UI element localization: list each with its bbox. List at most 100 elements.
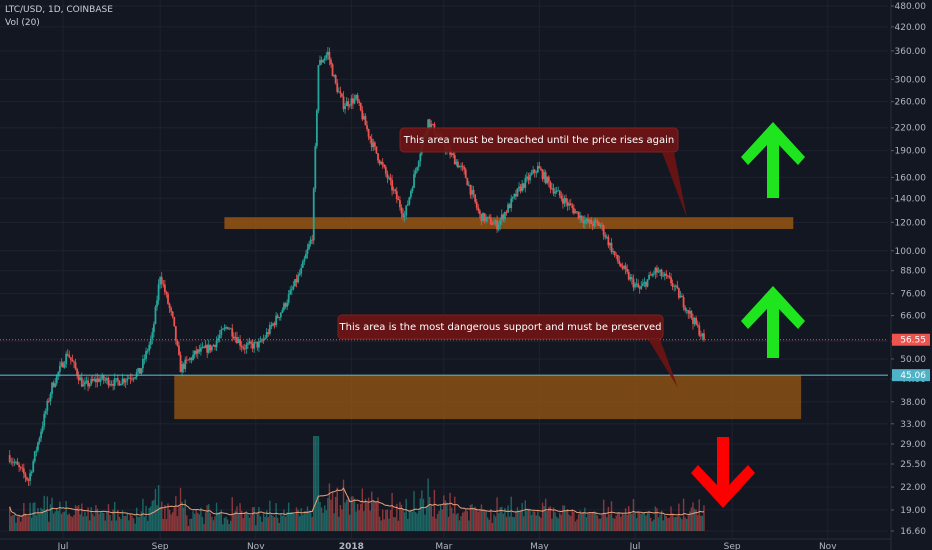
volume-bar: [375, 501, 378, 531]
callouts: This area must be breached until the pri…: [337, 127, 687, 388]
volume-bar: [287, 502, 290, 531]
candle-body: [137, 368, 140, 372]
volume-bar: [145, 505, 147, 531]
volume-bar: [651, 521, 653, 531]
volume-bar: [430, 505, 432, 531]
volume-bar: [432, 516, 434, 531]
candle-body: [621, 266, 624, 269]
volume-bar: [562, 505, 564, 531]
volume-bar: [106, 512, 108, 531]
candle-body: [419, 153, 422, 162]
annotation-box[interactable]: [337, 314, 664, 340]
volume-bar: [640, 513, 642, 531]
volume-bar: [449, 492, 451, 531]
candle-body: [508, 204, 511, 209]
candle-body: [254, 341, 257, 343]
volume-bar: [84, 511, 86, 531]
up-arrow-icon: [741, 122, 805, 198]
candle-body: [646, 279, 649, 287]
volume-bar: [587, 513, 589, 531]
candle-body: [690, 311, 693, 318]
candle-body: [348, 105, 351, 107]
candle-body: [513, 194, 516, 197]
candle-body: [80, 377, 83, 387]
candle-body: [583, 220, 586, 224]
candle-body: [698, 325, 701, 336]
volume-bar: [692, 502, 694, 531]
candle-body: [171, 311, 174, 317]
volume-bar: [444, 500, 447, 531]
volume-bar: [446, 502, 448, 531]
volume-bar: [150, 506, 152, 531]
volume-bar: [646, 512, 649, 531]
candle-body: [46, 400, 49, 412]
price-tick-label: 100.00: [895, 247, 927, 257]
candle-body: [701, 333, 704, 337]
candle-body: [580, 215, 583, 221]
candle-body: [619, 263, 622, 267]
volume-bar: [690, 507, 693, 531]
candle-body: [413, 173, 415, 188]
candle-body: [295, 279, 298, 283]
volume-bar: [538, 516, 541, 531]
candle-body: [68, 355, 71, 358]
volume-bar: [421, 490, 423, 531]
volume-bar: [502, 513, 505, 531]
volume-bar: [338, 516, 340, 531]
volume-bar: [345, 499, 348, 531]
volume-bar: [251, 507, 254, 531]
volume-bar: [402, 509, 404, 531]
candle-body: [77, 375, 80, 381]
annotation-box[interactable]: [399, 127, 679, 153]
volume-bar: [272, 515, 274, 531]
price-tick-label: 190.00: [895, 147, 927, 157]
support-zone: [174, 375, 802, 420]
candle-body: [113, 378, 116, 386]
candle-body: [99, 379, 102, 382]
volume-bar: [501, 506, 503, 531]
volume-bar: [632, 498, 635, 531]
volume-bar: [236, 506, 238, 531]
volume-bar: [396, 503, 398, 531]
volume-bar: [240, 510, 243, 531]
candle-body: [560, 195, 563, 199]
candle-body: [660, 269, 663, 277]
volume-bar: [319, 501, 321, 531]
candle-body: [32, 461, 35, 472]
candle-body: [609, 242, 611, 246]
candle-body: [616, 254, 619, 262]
volume-bar: [229, 520, 232, 531]
candle-body: [63, 364, 66, 368]
candle-body: [215, 340, 218, 347]
volume-bar: [363, 511, 365, 531]
candle-body: [679, 295, 682, 298]
candle-body: [84, 381, 86, 385]
candle-body: [493, 222, 495, 225]
candle-body: [519, 186, 522, 192]
candle-body: [565, 198, 567, 202]
candle-body: [259, 340, 262, 342]
volume-bar: [316, 436, 318, 531]
candle-body: [270, 324, 273, 326]
volume-bar: [187, 526, 190, 531]
volume-bar: [388, 518, 390, 531]
candle-body: [511, 196, 514, 199]
volume-bar: [476, 508, 478, 531]
candle-body: [507, 204, 509, 213]
candle-body: [383, 164, 386, 168]
volume-bar: [129, 514, 132, 531]
time-tick-label: Jul: [57, 542, 69, 550]
volume-bar: [579, 510, 581, 531]
candle-body: [90, 378, 93, 385]
volume-bar: [581, 513, 583, 531]
candle-body: [292, 286, 295, 290]
price-tick-label: 420.00: [895, 23, 927, 33]
volume-bar: [535, 515, 537, 531]
volume-bar: [52, 513, 55, 531]
candle-body: [599, 225, 602, 227]
volume-bar: [223, 517, 226, 531]
candle-body: [370, 138, 373, 148]
